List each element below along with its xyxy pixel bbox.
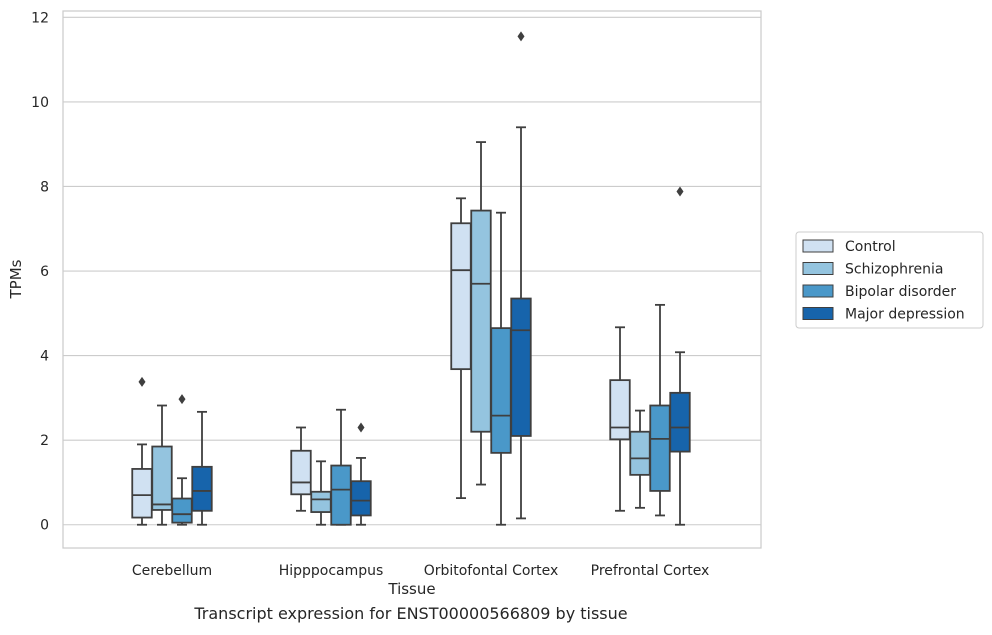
box-3-0 [191, 410, 213, 526]
box-iqr [131, 468, 153, 519]
box-2-2 [490, 211, 512, 526]
legend: Control Schizophrenia Bipolar disorder Majo… [795, 231, 984, 329]
box-iqr [151, 445, 173, 511]
box-iqr [649, 404, 671, 492]
legend-swatch [802, 307, 834, 320]
y-tick-label: 0 [40, 518, 49, 534]
box-0-2 [450, 197, 472, 500]
box-0-0 [131, 376, 153, 526]
box-iqr [330, 464, 352, 526]
box-iqr [609, 379, 631, 441]
box-iqr [350, 480, 372, 517]
box-3-3 [669, 186, 691, 526]
y-axis-label: TPMs [7, 259, 25, 299]
y-tick-label: 2 [40, 433, 49, 449]
box-iqr [669, 391, 691, 453]
y-tick-label: 12 [31, 10, 49, 26]
plot-frame [62, 10, 762, 549]
y-tick-label: 10 [31, 95, 49, 111]
box-iqr [510, 297, 532, 437]
box-iqr [290, 449, 312, 496]
legend-swatch [802, 262, 834, 275]
outlier-marker [178, 394, 186, 405]
box-iqr [450, 222, 472, 371]
y-tick-label: 8 [40, 179, 49, 195]
legend-swatch [802, 239, 834, 253]
box-1-0 [151, 404, 173, 526]
legend-label: Bipolar disorder [845, 284, 956, 300]
x-tick-label: Cerebellum [132, 563, 212, 579]
y-tick-label: 6 [40, 264, 49, 280]
legend-swatch [802, 284, 834, 298]
x-tick-labels: Cerebellum Hipppocampus Orbitofontal Corte… [132, 563, 709, 579]
outlier-marker [517, 31, 525, 42]
legend-frame [795, 231, 984, 329]
box-iqr [171, 497, 193, 524]
box-iqr [470, 209, 492, 433]
legend-label: Schizophrenia [845, 262, 943, 278]
x-tick-label: Hipppocampus [279, 563, 384, 579]
box-1-2 [470, 141, 492, 486]
x-tick-label: Orbitofontal Cortex [424, 563, 559, 579]
box-iqr [191, 465, 213, 512]
boxes [131, 31, 691, 526]
x-axis-label: Tissue [387, 580, 435, 598]
box-3-2 [510, 31, 532, 520]
box-iqr [629, 430, 651, 476]
outlier-marker [357, 422, 365, 433]
y-tick-label: 4 [40, 349, 49, 365]
legend-label: Major depression [845, 307, 965, 323]
legend-label: Control [845, 239, 896, 255]
box-3-1 [350, 422, 372, 526]
box-1-1 [310, 460, 332, 526]
outlier-marker [138, 376, 146, 387]
box-0-3 [609, 326, 631, 512]
box-0-1 [290, 426, 312, 512]
x-tick-label: Prefrontal Cortex [591, 563, 710, 579]
box-iqr [490, 327, 512, 454]
y-tick-labels: 0 2 4 6 8 10 12 [31, 10, 49, 533]
chart-caption: Transcript expression for ENST0000056680… [194, 604, 628, 623]
box-iqr [310, 490, 332, 513]
outlier-marker [676, 186, 684, 197]
